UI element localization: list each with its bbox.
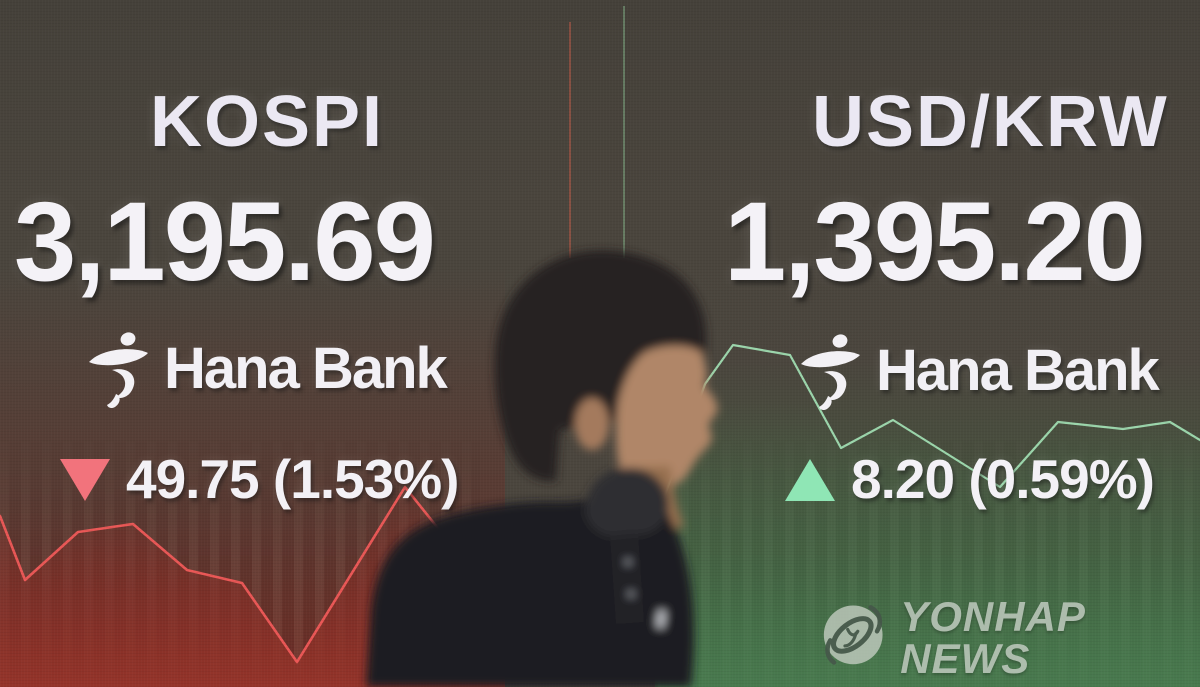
hana-bank-logo-right: Hana Bank [800, 332, 1160, 410]
kospi-change-row: 49.75 (1.53%) [60, 452, 459, 507]
hana-bank-symbol-icon [801, 334, 860, 410]
bank-name-left: Hana Bank [164, 336, 448, 401]
usdkrw-chart-line [656, 343, 1200, 516]
watermark-text: YONHAP NEWS [900, 593, 1085, 682]
usdkrw-change-row: 8.20 (0.59%) [785, 448, 1155, 510]
kospi-value: 3,195.69 [14, 179, 436, 304]
bank-name-right: Hana Bank [876, 338, 1160, 403]
hana-bank-logo-left: Hana Bank [88, 330, 448, 408]
down-triangle-icon [60, 458, 110, 501]
usdkrw-chart-fill [658, 345, 1200, 687]
watermark: YONHAP NEWS [822, 588, 1200, 680]
kospi-change-value: 49.75 (1.53%) [126, 448, 459, 510]
kospi-title: KOSPI [150, 82, 385, 162]
yonhap-logo-icon [823, 605, 883, 665]
usdkrw-title: USD/KRW [812, 82, 1169, 162]
hana-bank-symbol-icon [89, 332, 148, 408]
usdkrw-line-chart [623, 6, 1200, 687]
usdkrw-change-value: 8.20 (0.59%) [851, 448, 1155, 510]
up-triangle-icon [785, 458, 835, 501]
usdkrw-value: 1,395.20 [724, 179, 1146, 304]
